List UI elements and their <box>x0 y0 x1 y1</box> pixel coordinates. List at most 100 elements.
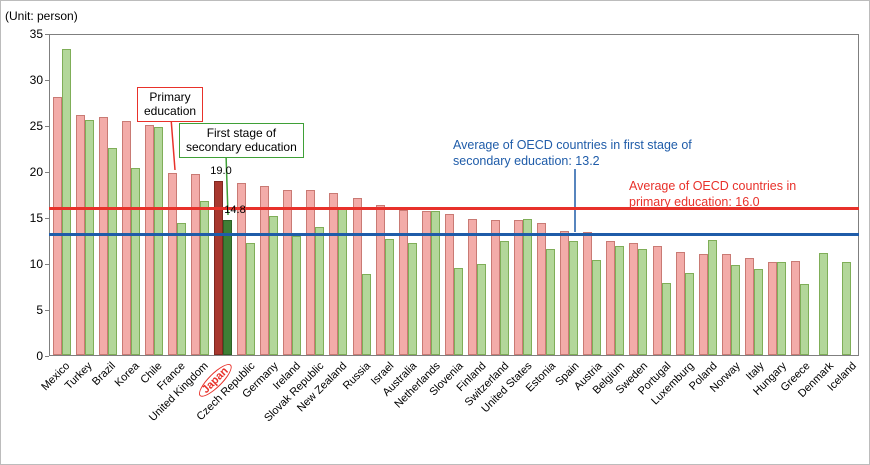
bar-group-slovak-republic <box>304 35 327 355</box>
secondary-bar-japan <box>223 219 233 355</box>
secondary-bar-switzerland <box>500 240 510 355</box>
secondary-bar-spain <box>569 240 579 355</box>
japan-secondary-value-label: 14.8 <box>224 204 246 216</box>
secondary-education-legend: First stage of secondary education <box>179 123 304 158</box>
primary-bar-russia <box>352 197 362 355</box>
secondary-bar-united-states <box>523 218 533 355</box>
bar-group-hungary <box>765 35 788 355</box>
primary-bar-united-kingdom <box>191 173 200 355</box>
oecd-primary-average-line1: Average of OECD countries in <box>629 179 797 193</box>
y-tick-25: 25 <box>29 119 43 133</box>
y-tickmark-5 <box>45 309 49 311</box>
y-tick-15: 15 <box>29 211 43 225</box>
bar-group-russia <box>350 35 373 355</box>
bar-group-finland <box>465 35 488 355</box>
bar-group-estonia <box>535 35 558 355</box>
secondary-bar-czech-republic <box>246 242 256 355</box>
y-tick-35: 35 <box>29 27 43 41</box>
oecd-primary-average-label: Average of OECD countries in primary edu… <box>629 178 796 211</box>
bar-group-portugal <box>650 35 673 355</box>
bar-group-slovenia <box>442 35 465 355</box>
y-tick-20: 20 <box>29 165 43 179</box>
bar-group-united-kingdom <box>188 35 211 355</box>
secondary-bar-mexico <box>61 48 71 355</box>
secondary-bar-korea <box>130 167 140 355</box>
secondary-bar-ireland <box>292 236 302 355</box>
secondary-bar-australia <box>407 242 417 355</box>
secondary-bar-belgium <box>615 246 625 355</box>
bar-group-sweden <box>627 35 650 355</box>
primary-bar-sweden <box>629 243 639 355</box>
bar-group-mexico <box>50 35 73 355</box>
secondary-bar-turkey <box>84 120 94 355</box>
y-tick-30: 30 <box>29 73 43 87</box>
secondary-legend-line1: First stage of <box>206 126 277 140</box>
secondary-bar-new-zealand <box>338 206 348 355</box>
y-tickmark-15 <box>45 217 49 219</box>
primary-bar-new-zealand <box>329 193 339 355</box>
primary-bar-netherlands <box>421 211 431 355</box>
secondary-bar-slovak-republic <box>315 227 325 355</box>
bar-group-france <box>165 35 188 355</box>
secondary-legend-line2: secondary education <box>186 140 297 155</box>
secondary-bar-sweden <box>638 248 648 355</box>
primary-bar-germany <box>260 185 270 355</box>
primary-bar-slovenia <box>444 214 454 355</box>
bar-group-greece <box>789 35 812 355</box>
oecd-secondary-average-line1: Average of OECD countries in first stage… <box>453 138 692 152</box>
bar-group-chile <box>142 35 165 355</box>
oecd-primary-average-line2: primary education: 16.0 <box>629 195 760 210</box>
primary-bar-spain <box>560 230 570 355</box>
primary-bar-united-states <box>514 219 524 355</box>
secondary-bar-denmark <box>818 252 828 355</box>
bar-group-italy <box>742 35 765 355</box>
y-tickmark-35 <box>45 33 49 35</box>
primary-bar-finland <box>467 218 477 355</box>
y-tickmark-10 <box>45 263 49 265</box>
primary-bar-austria <box>583 231 593 355</box>
secondary-bar-iceland <box>841 261 851 355</box>
bar-group-iceland <box>835 35 858 355</box>
bar-group-switzerland <box>488 35 511 355</box>
primary-legend-line2: education <box>144 104 197 119</box>
oecd-primary-average-line <box>49 207 859 211</box>
y-tick-0: 0 <box>36 349 43 363</box>
primary-bar-france <box>167 173 177 355</box>
secondary-bar-finland <box>476 263 486 355</box>
secondary-bar-united-kingdom <box>200 200 209 355</box>
secondary-bar-chile <box>153 127 163 355</box>
primary-bar-australia <box>398 209 408 355</box>
oecd-secondary-average-line <box>49 233 859 237</box>
secondary-bar-estonia <box>546 248 556 355</box>
y-tick-5: 5 <box>36 303 43 317</box>
oecd-secondary-average-line2: secondary education: 13.2 <box>453 154 600 169</box>
bar-group-czech-republic <box>235 35 258 355</box>
bar-group-luxemburg <box>673 35 696 355</box>
primary-bar-poland <box>698 254 708 355</box>
y-tickmark-20 <box>45 171 49 173</box>
y-tickmark-0 <box>45 355 49 357</box>
oecd-secondary-average-label: Average of OECD countries in first stage… <box>453 137 692 170</box>
x-label-korea: Korea <box>112 360 142 390</box>
bar-group-norway <box>719 35 742 355</box>
secondary-bar-italy <box>753 269 763 355</box>
primary-bar-portugal <box>652 246 662 355</box>
secondary-bar-netherlands <box>430 210 440 355</box>
primary-legend-line1: Primary <box>149 90 191 104</box>
secondary-bar-russia <box>361 273 371 355</box>
y-tickmark-25 <box>45 125 49 127</box>
bar-group-spain <box>558 35 581 355</box>
primary-bar-greece <box>791 260 801 355</box>
x-label-brazil: Brazil <box>90 360 119 388</box>
japan-primary-value-label: 19.0 <box>210 165 232 177</box>
bar-group-israel <box>373 35 396 355</box>
bar-group-korea <box>119 35 142 355</box>
y-tick-10: 10 <box>29 257 43 271</box>
primary-bar-mexico <box>52 97 62 355</box>
primary-bar-japan <box>214 181 224 355</box>
bar-group-australia <box>396 35 419 355</box>
primary-education-legend: Primary education <box>137 87 204 122</box>
secondary-bar-brazil <box>107 148 117 355</box>
primary-bar-korea <box>121 120 131 355</box>
